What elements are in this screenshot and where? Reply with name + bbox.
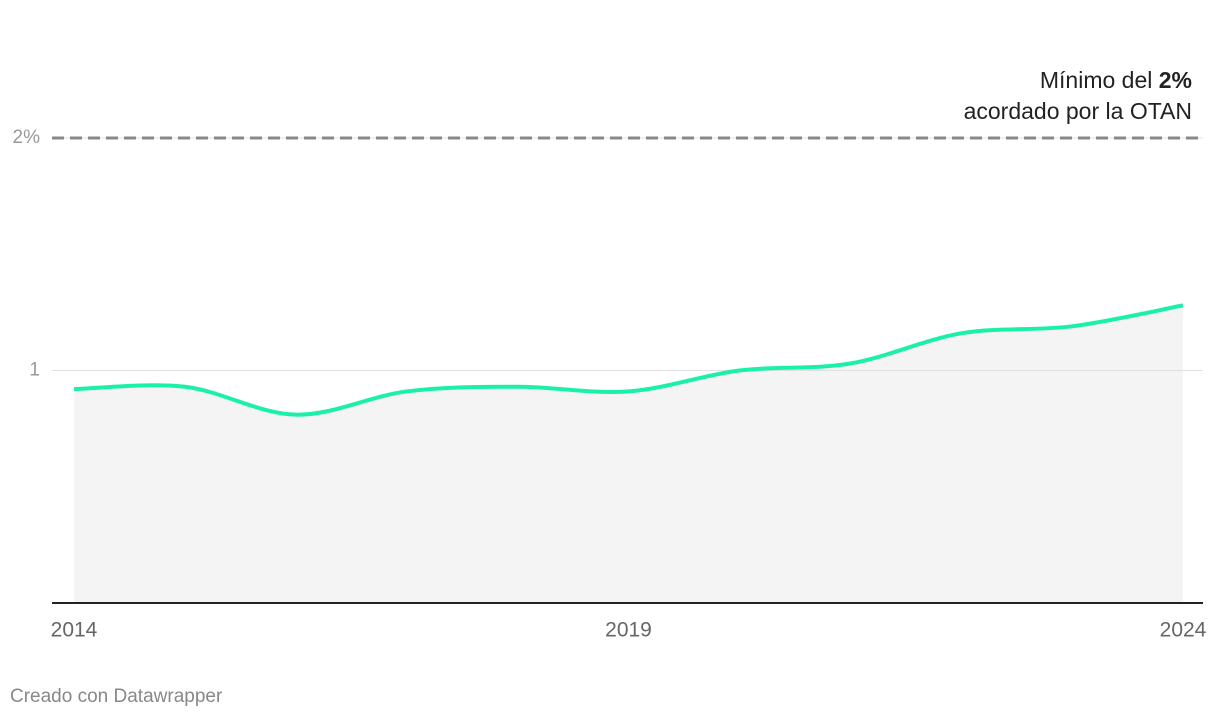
area: [74, 305, 1183, 603]
annotation-bold: 2%: [1159, 67, 1192, 93]
x-tick-label: 2024: [1160, 619, 1207, 642]
annotation-text: acordado por la OTAN: [964, 98, 1192, 124]
source: Creado con Datawrapper: [10, 686, 223, 707]
y-tick-label: 2%: [13, 127, 41, 148]
annotation: Mínimo del 2%: [1040, 67, 1192, 93]
x-tick-label: 2019: [605, 619, 652, 642]
y-tick-label: 1: [29, 360, 40, 381]
x-tick-label: 2014: [51, 619, 98, 642]
annotation-text: Mínimo del: [1040, 67, 1152, 93]
line: [73, 303, 1184, 417]
